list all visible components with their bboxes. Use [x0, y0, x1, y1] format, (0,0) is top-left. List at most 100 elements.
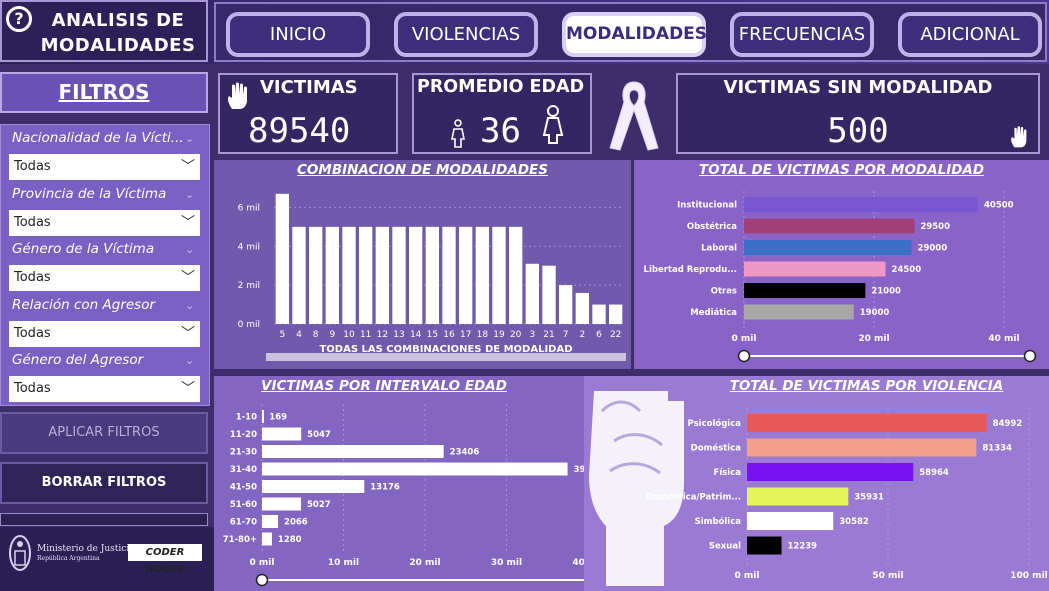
bar	[262, 462, 568, 476]
category-label: 71-80+	[223, 535, 257, 545]
x-range-slider-right-knob	[1023, 349, 1037, 363]
bar	[747, 438, 977, 457]
hand-stop-icon	[1011, 126, 1027, 148]
ministry-emblem-icon	[8, 533, 32, 573]
bar	[509, 226, 523, 324]
modality-chart-title: TOTAL DE VICTIMAS POR MODALIDAD	[698, 162, 985, 178]
chevron-down-icon[interactable]: ⌄	[185, 188, 195, 201]
chevron-down-icon: ﹀	[181, 159, 195, 175]
x-tick-label: 9	[329, 330, 335, 340]
category-label: 11-20	[230, 430, 257, 440]
combo-chart-title: COMBINACION DE MODALIDADES	[297, 162, 548, 178]
bar	[409, 226, 423, 324]
bar	[292, 226, 306, 324]
violence-chart-title: TOTAL DE VICTIMAS POR VIOLENCIA	[729, 378, 1004, 394]
x-tick-label: 13	[393, 330, 404, 340]
x-range-slider-left-knob	[255, 573, 269, 587]
x-range-slider-left-knob	[737, 349, 751, 363]
y-tick-label: 6 mil	[238, 203, 260, 213]
kpi-no-modality-title: VICTIMAS SIN MODALIDAD	[723, 77, 993, 98]
value-label: 1280	[278, 535, 302, 545]
x-scrollbar	[266, 353, 626, 361]
question-circle-icon[interactable]: ?	[6, 6, 32, 32]
value-label: 2066	[284, 518, 308, 528]
aggressor-gender-select[interactable]: Todas ﹀	[9, 376, 200, 402]
bar	[442, 226, 456, 324]
bar	[359, 226, 373, 324]
tab-modalidades[interactable]: MODALIDADES	[562, 12, 707, 57]
value-label: 81334	[982, 444, 1012, 454]
x-tick-label: 16	[443, 330, 455, 340]
victim-gender-select[interactable]: Todas ﹀	[9, 265, 200, 291]
nationality-select-value: Todas	[14, 159, 51, 174]
tab-violencias[interactable]: VIOLENCIAS	[394, 12, 538, 57]
raised-fist-icon	[589, 391, 684, 586]
chevron-down-icon[interactable]: ⌄	[185, 243, 195, 256]
apply-filters-button[interactable]: APLICAR FILTROS	[0, 412, 208, 454]
relationship-select-value: Todas	[14, 326, 51, 341]
bar	[744, 218, 915, 234]
kpi-victims-value: 89540	[248, 111, 351, 151]
chevron-down-icon: ﹀	[181, 270, 195, 286]
x-tick-label: 22	[610, 330, 621, 340]
victim-gender-select-value: Todas	[14, 270, 51, 285]
bar	[425, 226, 439, 324]
bar	[747, 463, 914, 481]
bar	[262, 497, 302, 511]
filters-title: FILTROS	[58, 80, 150, 104]
category-label: Mediática	[690, 308, 737, 318]
nationality-select[interactable]: Todas ﹀	[9, 154, 200, 180]
x-tick-label: 18	[477, 330, 489, 340]
category-label: Doméstica	[691, 443, 742, 454]
value-label: 58964	[919, 468, 949, 478]
chevron-down-icon[interactable]: ⌄	[185, 354, 195, 367]
bar	[747, 487, 849, 506]
category-label: Psicológica	[688, 418, 742, 429]
clear-filters-button[interactable]: BORRAR FILTROS	[0, 462, 208, 504]
modality-chart: 0 mil 20 mil 40 mil Institucional 40500 Obsté…	[644, 191, 1037, 363]
category-label: Obstétrica	[687, 221, 737, 232]
bar	[342, 226, 356, 324]
sidebar-divider	[0, 513, 208, 526]
value-label: 29000	[918, 244, 948, 254]
value-label: 29500	[920, 222, 950, 232]
coder-house-logo: CODER HOUSE	[128, 544, 202, 575]
bar	[475, 226, 489, 324]
x-tick-label: 8	[313, 330, 319, 340]
category-label: Otras	[711, 287, 737, 297]
ministry-subtitle: República Argentina	[37, 555, 100, 562]
aggressor-gender-select-value: Todas	[14, 381, 51, 396]
y-tick-label: 4 mil	[238, 242, 260, 252]
value-label: 84992	[993, 419, 1023, 429]
bar	[744, 197, 978, 212]
bar	[375, 226, 389, 324]
x-tick-label: 100 mil	[1010, 571, 1047, 581]
kpi-age-title: PROMEDIO EDAD	[417, 77, 585, 97]
ministry-name: Ministerio de Justicia	[37, 544, 135, 554]
y-tick-label: 2 mil	[238, 281, 260, 291]
bar	[262, 410, 264, 423]
bar	[492, 226, 506, 324]
bar	[747, 512, 834, 530]
province-select[interactable]: Todas ﹀	[9, 210, 200, 236]
relationship-select[interactable]: Todas ﹀	[9, 321, 200, 347]
chevron-down-icon[interactable]: ⌄	[185, 132, 195, 145]
tab-adicional[interactable]: ADICIONAL	[898, 12, 1042, 57]
x-tick-label: 50 mil	[872, 571, 903, 581]
ministry-logo-text: Ministerio de Justicia República Argenti…	[37, 544, 135, 564]
combo-chart-panel: COMBINACION DE MODALIDADES 0 mil 2 mil 4 m…	[214, 160, 631, 369]
bar	[262, 427, 302, 441]
value-label: 24500	[892, 265, 922, 275]
chevron-down-icon[interactable]: ⌄	[185, 299, 195, 312]
tab-inicio[interactable]: INICIO	[226, 12, 370, 57]
value-label: 35931	[854, 493, 884, 503]
chevron-down-icon: ﹀	[181, 326, 195, 342]
nav-bar: INICIO VIOLENCIAS MODALIDADES FRECUENCIA…	[214, 2, 1047, 62]
bar	[275, 193, 289, 324]
tab-frecuencias[interactable]: FRECUENCIAS	[730, 12, 874, 57]
bar	[525, 263, 539, 324]
awareness-ribbon-icon	[609, 81, 659, 151]
x-tick-label: 7	[563, 330, 569, 340]
combo-chart: 0 mil 2 mil 4 mil 6 mil 5 4 8 9 10 11 12 13 14 15 16 17…	[238, 193, 626, 361]
